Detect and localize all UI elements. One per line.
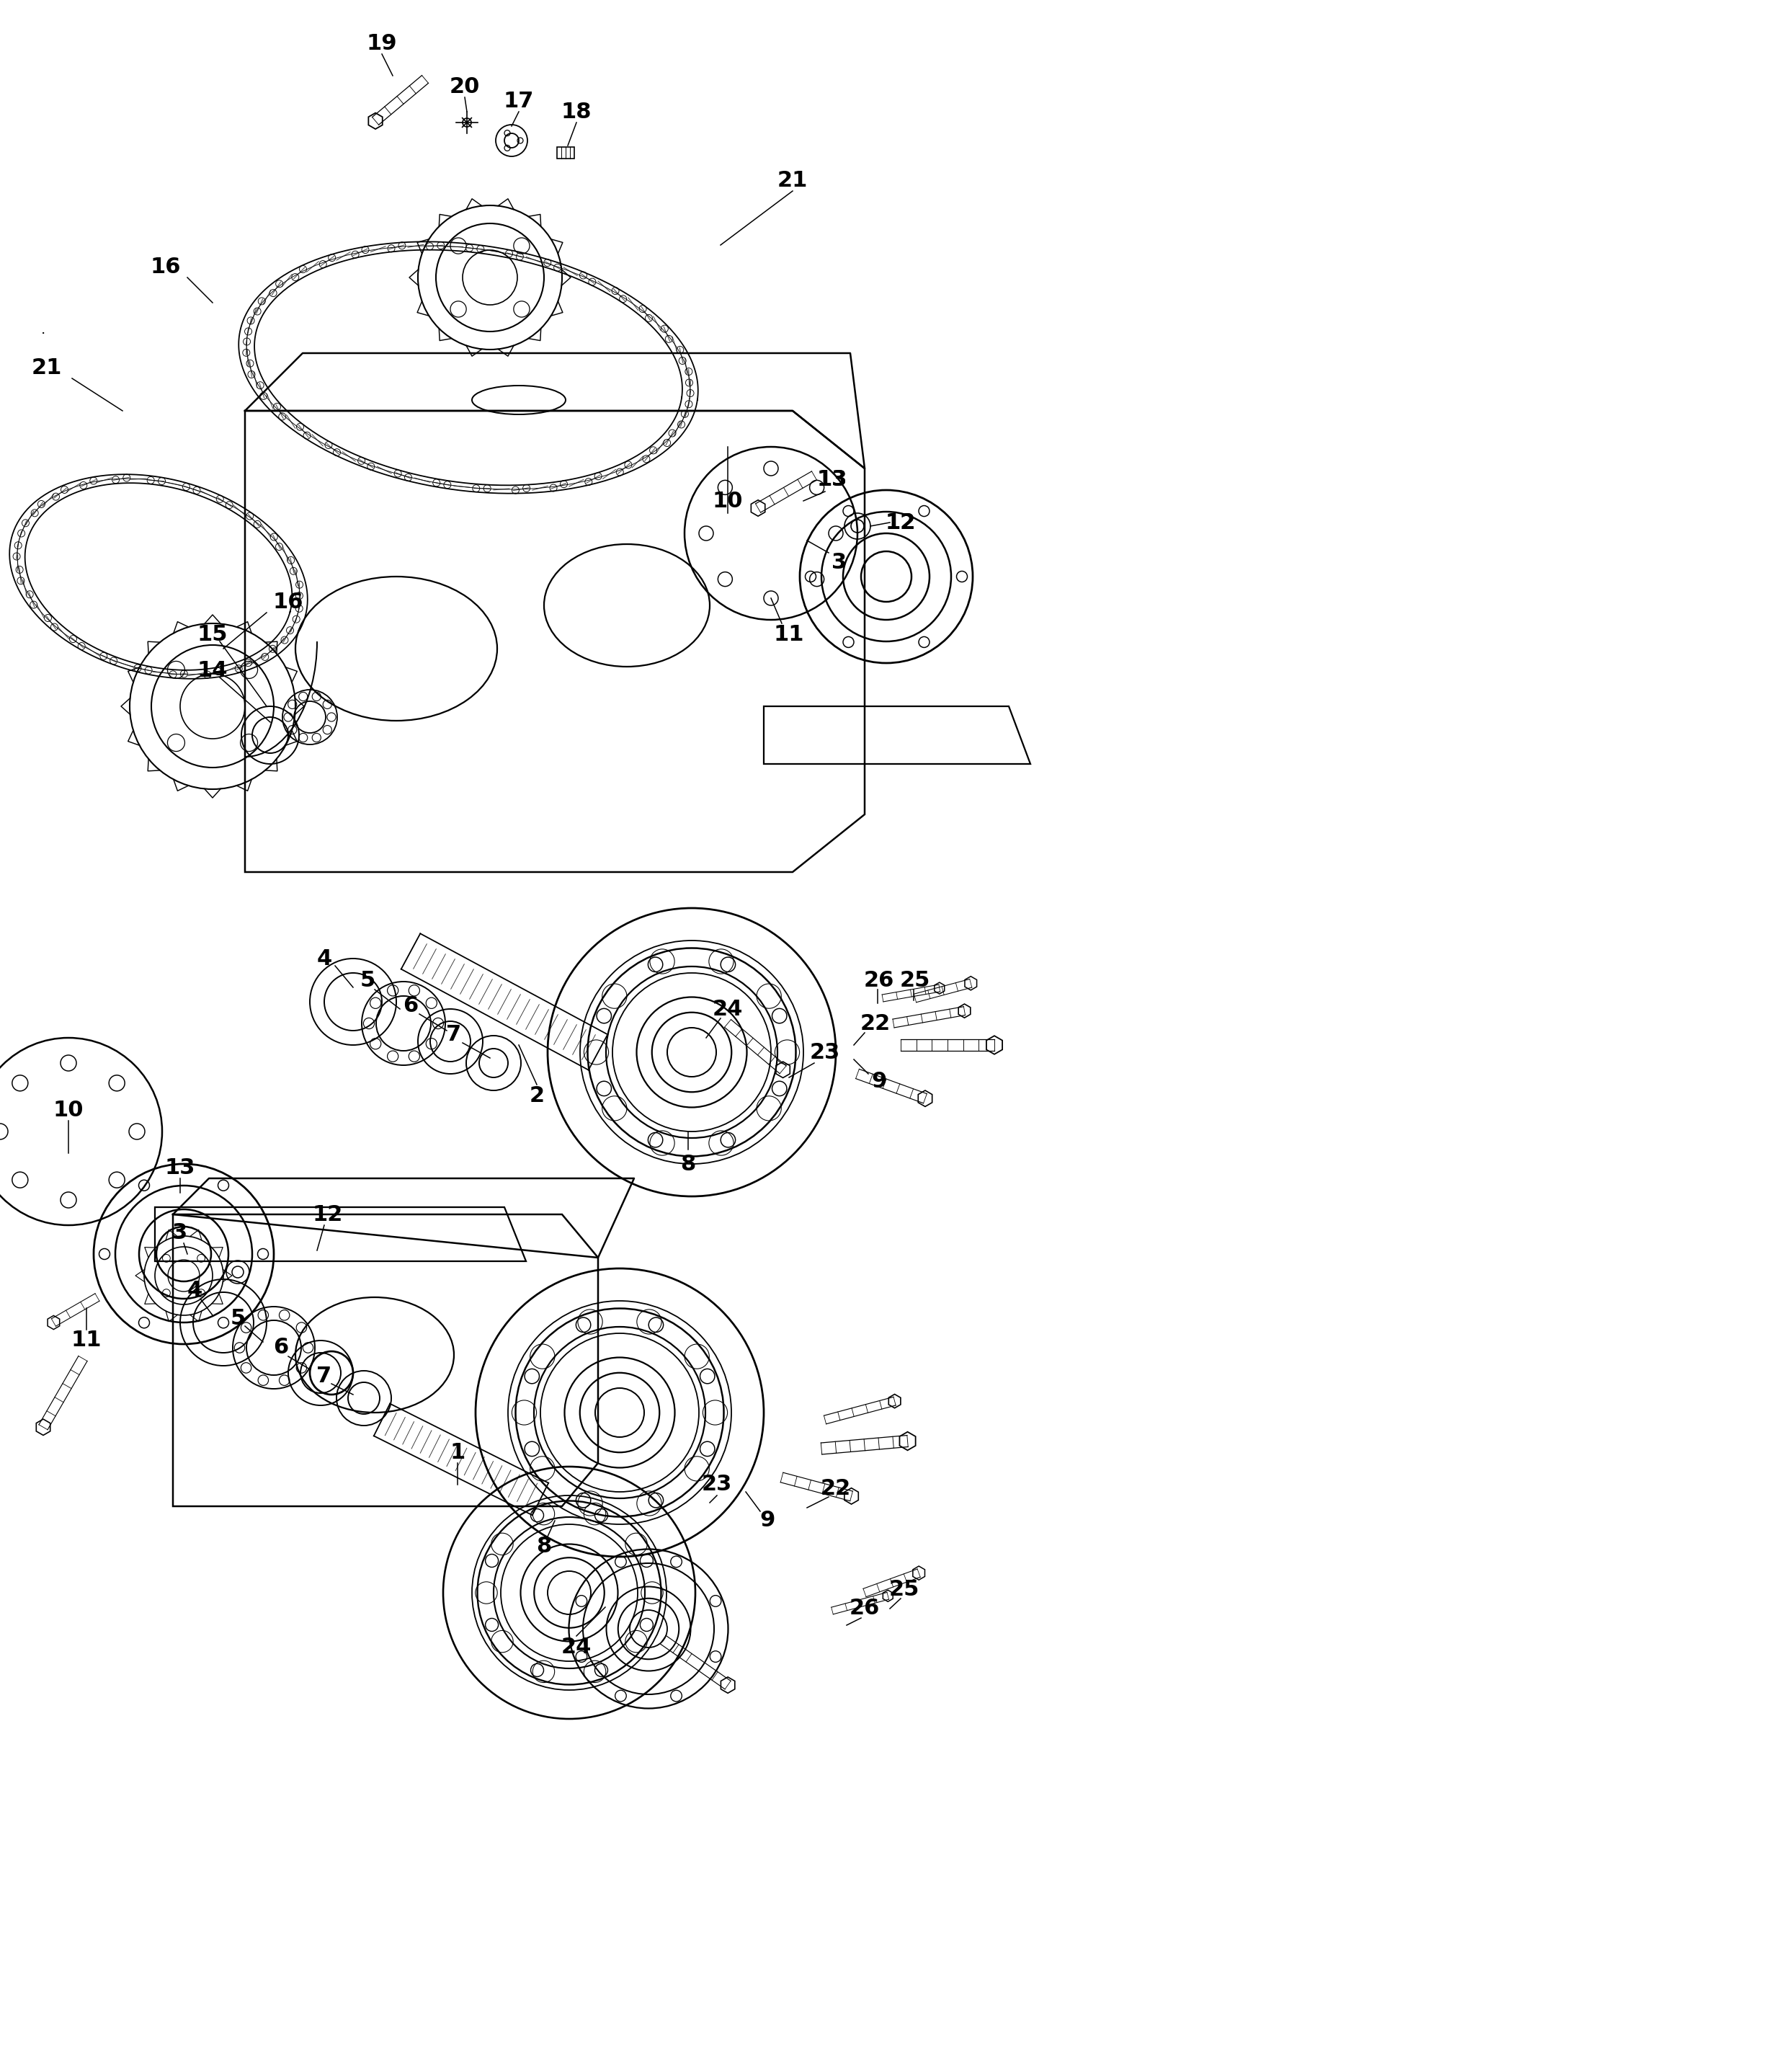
Text: 22: 22 [860,1013,891,1033]
Text: .: . [41,329,45,335]
Text: 3: 3 [831,553,848,573]
Text: 9: 9 [760,1510,776,1530]
Text: 13: 13 [817,468,848,489]
Text: 6: 6 [274,1337,289,1358]
Text: 11: 11 [774,624,805,645]
Text: 5: 5 [229,1308,246,1329]
Text: 7: 7 [446,1023,462,1045]
Text: 10: 10 [713,491,744,511]
Text: 8: 8 [536,1536,552,1557]
Text: 16: 16 [151,257,181,277]
Text: 12: 12 [885,511,916,532]
Text: 26: 26 [864,969,894,990]
Text: 5: 5 [360,969,375,990]
Text: 23: 23 [810,1041,840,1062]
Text: 18: 18 [561,101,591,121]
Text: 20: 20 [450,76,480,97]
Text: 12: 12 [885,511,916,532]
Text: 3: 3 [172,1222,188,1243]
Text: 26: 26 [849,1598,880,1619]
Text: 10: 10 [54,1099,84,1119]
Text: 14: 14 [197,659,228,680]
Text: 24: 24 [561,1637,591,1658]
Text: 2: 2 [529,1085,545,1105]
Text: 11: 11 [72,1331,102,1352]
Text: 7: 7 [317,1366,332,1386]
Text: 4: 4 [317,949,332,969]
Text: 17: 17 [504,90,534,111]
Text: 25: 25 [889,1580,919,1600]
Text: 24: 24 [713,998,744,1019]
Text: 23: 23 [702,1475,733,1495]
Text: 9: 9 [871,1070,887,1091]
Text: 6: 6 [403,994,418,1017]
Text: 25: 25 [900,969,930,990]
Text: 21: 21 [32,357,63,378]
Text: 16: 16 [272,592,303,612]
Text: 13: 13 [165,1156,195,1179]
Text: 8: 8 [681,1154,695,1175]
Text: 19: 19 [367,33,398,53]
Text: 4: 4 [186,1280,202,1300]
Text: 22: 22 [821,1477,851,1499]
Text: 21: 21 [778,170,808,191]
Text: 15: 15 [197,624,228,645]
Text: 1: 1 [450,1442,466,1462]
Text: 13: 13 [817,468,848,489]
Text: 12: 12 [312,1204,342,1224]
